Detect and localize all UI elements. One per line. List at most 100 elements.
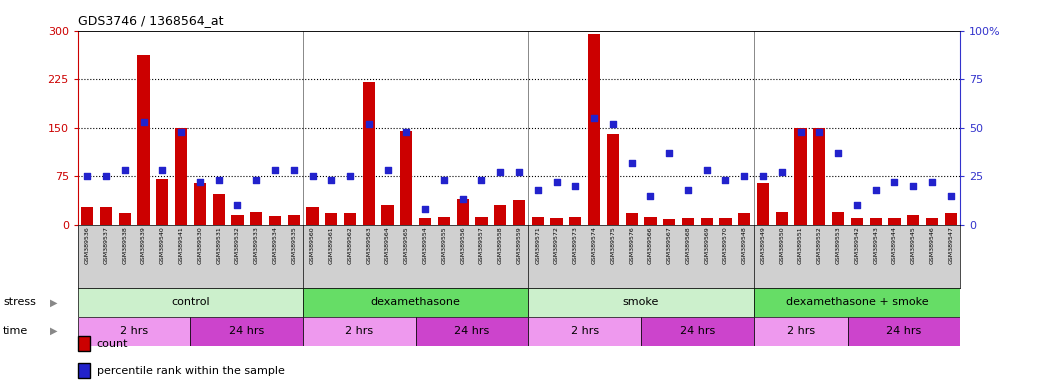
Text: GSM389550: GSM389550 — [780, 227, 785, 264]
Point — [192, 179, 209, 185]
Text: GSM389553: GSM389553 — [836, 227, 841, 264]
Bar — [475, 217, 488, 225]
Bar — [137, 55, 149, 225]
Point — [811, 129, 827, 135]
Text: 2 hrs: 2 hrs — [346, 326, 374, 336]
Bar — [344, 213, 356, 225]
Text: GSM389547: GSM389547 — [949, 227, 953, 265]
Point — [172, 129, 189, 135]
Point — [379, 167, 395, 174]
Point — [473, 177, 490, 183]
Point — [248, 177, 265, 183]
Bar — [569, 217, 581, 225]
Text: GSM389551: GSM389551 — [798, 227, 803, 264]
Text: GSM389572: GSM389572 — [554, 227, 559, 265]
Bar — [775, 212, 788, 225]
Bar — [100, 207, 112, 225]
Text: ▶: ▶ — [50, 297, 57, 308]
Text: GSM389552: GSM389552 — [817, 227, 822, 264]
Bar — [194, 183, 206, 225]
Point — [699, 167, 715, 174]
Bar — [303, 288, 528, 317]
Text: GDS3746 / 1368564_at: GDS3746 / 1368564_at — [78, 14, 223, 27]
Point — [792, 129, 809, 135]
Point — [624, 159, 640, 166]
Point — [548, 179, 565, 185]
Point — [98, 173, 114, 179]
Bar — [362, 83, 375, 225]
Bar — [118, 213, 131, 225]
Text: GSM389537: GSM389537 — [104, 227, 109, 265]
Text: GSM389576: GSM389576 — [629, 227, 634, 264]
Text: GSM389545: GSM389545 — [910, 227, 916, 264]
Bar — [531, 217, 544, 225]
Bar — [663, 220, 676, 225]
Text: GSM389571: GSM389571 — [536, 227, 540, 264]
Bar — [382, 205, 393, 225]
Text: 2 hrs: 2 hrs — [787, 326, 815, 336]
Text: GSM389549: GSM389549 — [761, 227, 766, 265]
Text: 24 hrs: 24 hrs — [680, 326, 715, 336]
Text: GSM389556: GSM389556 — [460, 227, 465, 264]
Text: GSM389557: GSM389557 — [479, 227, 484, 264]
Text: time: time — [3, 326, 28, 336]
Point — [661, 150, 678, 156]
Text: GSM389570: GSM389570 — [723, 227, 728, 264]
Point — [604, 121, 621, 127]
Text: GSM389574: GSM389574 — [592, 227, 597, 265]
Bar — [813, 128, 825, 225]
Point — [680, 187, 696, 193]
Bar — [528, 317, 641, 346]
Text: GSM389559: GSM389559 — [517, 227, 521, 264]
Text: GSM389546: GSM389546 — [929, 227, 934, 264]
Text: GSM389544: GSM389544 — [892, 227, 897, 265]
Bar — [832, 212, 844, 225]
Bar — [513, 200, 525, 225]
Bar — [269, 215, 281, 225]
Bar — [682, 218, 694, 225]
Bar — [738, 213, 750, 225]
Bar — [231, 215, 244, 225]
Text: GSM389555: GSM389555 — [441, 227, 446, 264]
Point — [773, 169, 790, 175]
Bar — [306, 207, 319, 225]
Point — [342, 173, 358, 179]
Text: GSM389532: GSM389532 — [235, 227, 240, 265]
Text: GSM389539: GSM389539 — [141, 227, 146, 265]
Bar — [607, 134, 619, 225]
Text: GSM389536: GSM389536 — [85, 227, 89, 264]
Point — [924, 179, 940, 185]
Point — [585, 115, 602, 121]
Bar — [754, 317, 847, 346]
Point — [736, 173, 753, 179]
Text: GSM389561: GSM389561 — [329, 227, 334, 264]
Text: GSM389554: GSM389554 — [422, 227, 428, 264]
Point — [398, 129, 414, 135]
Point — [755, 173, 771, 179]
Text: GSM389562: GSM389562 — [348, 227, 353, 264]
Point — [529, 187, 546, 193]
Bar — [701, 218, 713, 225]
Bar — [588, 34, 600, 225]
Bar — [847, 317, 960, 346]
Bar — [494, 205, 507, 225]
Text: GSM389533: GSM389533 — [253, 227, 258, 265]
Point — [905, 183, 922, 189]
Bar — [438, 217, 450, 225]
Bar — [288, 215, 300, 225]
Text: GSM389548: GSM389548 — [742, 227, 746, 264]
Point — [643, 192, 659, 199]
Text: 24 hrs: 24 hrs — [455, 326, 490, 336]
Point — [436, 177, 453, 183]
Point — [492, 169, 509, 175]
Bar — [175, 128, 187, 225]
Point — [360, 121, 377, 127]
Text: GSM389567: GSM389567 — [666, 227, 672, 264]
Bar — [157, 179, 168, 225]
Text: GSM389573: GSM389573 — [573, 227, 578, 265]
Bar — [401, 131, 412, 225]
Text: count: count — [97, 339, 128, 349]
Point — [567, 183, 583, 189]
Point — [849, 202, 866, 209]
Text: 24 hrs: 24 hrs — [229, 326, 265, 336]
